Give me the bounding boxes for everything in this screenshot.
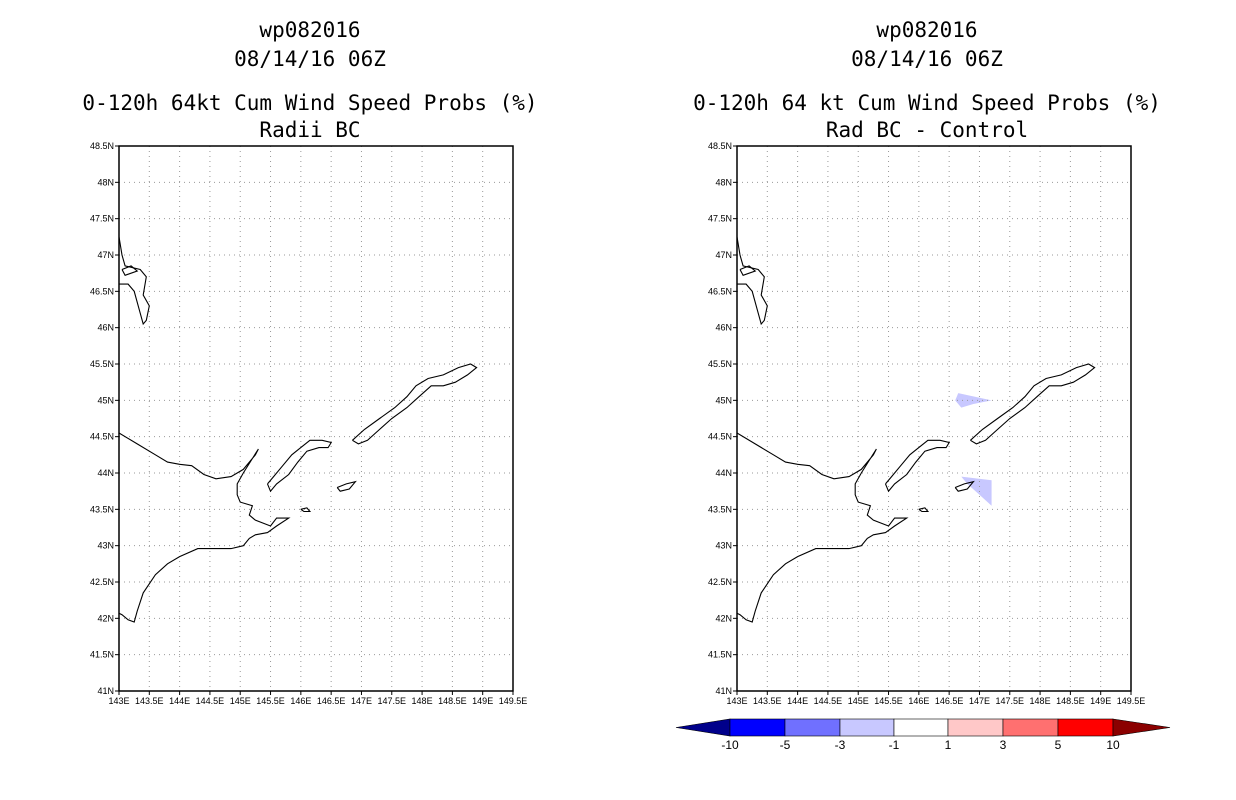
x-tick-label: 143E (108, 696, 129, 706)
coastline (119, 432, 291, 623)
left-storm-id: wp082016 (259, 18, 361, 42)
y-tick-label: 41N (97, 686, 114, 696)
left-subtitle-block: 0-120h 64kt Cum Wind Speed Probs (%) Rad… (60, 89, 560, 145)
right-product-title: 0-120h 64 kt Cum Wind Speed Probs (%) (693, 91, 1161, 115)
x-tick-label: 145.5E (256, 696, 285, 706)
y-tick-label: 41.5N (90, 650, 114, 660)
x-tick-label: 144.5E (196, 696, 225, 706)
coastline (266, 439, 333, 493)
x-tick-label: 145E (230, 696, 251, 706)
y-tick-label: 44.5N (90, 432, 114, 442)
y-tick-label: 48N (97, 177, 114, 187)
right-title-block: wp082016 08/14/16 06Z (677, 16, 1177, 74)
left-date: 08/14/16 06Z (234, 47, 386, 71)
y-tick-label: 47.5N (90, 214, 114, 224)
coastline (352, 363, 478, 445)
left-panel-label: Radii BC (259, 118, 361, 142)
left-title-block: wp082016 08/14/16 06Z (60, 16, 560, 74)
x-tick-label: 147E (351, 696, 372, 706)
y-tick-label: 47N (97, 250, 114, 260)
x-tick-label: 149E (472, 696, 493, 706)
coastline (119, 236, 150, 326)
coastline (300, 507, 312, 513)
right-storm-id: wp082016 (876, 18, 978, 42)
x-tick-label: 148E (412, 696, 433, 706)
right-panel-label: Rad BC - Control (825, 118, 1029, 142)
x-tick-label: 147.5E (378, 696, 407, 706)
y-tick-label: 43N (97, 541, 114, 551)
y-tick-label: 42N (97, 613, 114, 623)
plot-frame (118, 145, 514, 692)
x-tick-label: 144E (169, 696, 190, 706)
y-tick-label: 46N (97, 323, 114, 333)
y-tick-label: 46.5N (90, 286, 114, 296)
x-tick-label: 146.5E (317, 696, 346, 706)
map-panel-0: 41N 41.5N 42N 42.5N 43N 43.5N 44N 44.5N 45N 45.5N… (90, 141, 527, 706)
x-tick-label: 146E (290, 696, 311, 706)
coastline (121, 265, 139, 276)
coastline (336, 480, 357, 492)
x-tick-label: 149.5E (499, 696, 528, 706)
right-subtitle-block: 0-120h 64 kt Cum Wind Speed Probs (%) Ra… (677, 89, 1177, 145)
y-tick-label: 44N (97, 468, 114, 478)
y-tick-label: 43.5N (90, 504, 114, 514)
y-tick-label: 45.5N (90, 359, 114, 369)
right-date: 08/14/16 06Z (851, 47, 1003, 71)
y-tick-label: 42.5N (90, 577, 114, 587)
x-tick-label: 143.5E (135, 696, 164, 706)
x-tick-label: 148.5E (438, 696, 467, 706)
left-product-title: 0-120h 64kt Cum Wind Speed Probs (%) (82, 91, 538, 115)
y-tick-label: 48.5N (90, 141, 114, 151)
y-tick-label: 45N (97, 395, 114, 405)
